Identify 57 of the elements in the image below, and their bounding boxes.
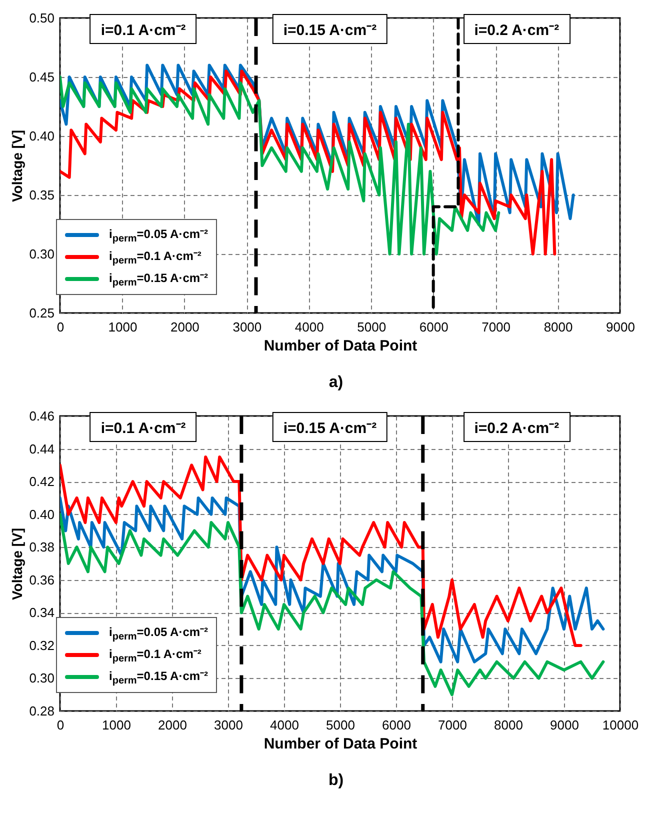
legend-label: i$_{perm}$=0.1 A·cm⁻² [109,646,202,665]
x-tick-label: 8000 [494,718,523,732]
y-tick-label: 0.35 [29,188,54,202]
x-tick-label: 4000 [270,718,299,732]
y-axis-title: Voltage [V] [9,528,26,600]
x-tick-label: 7000 [482,320,511,334]
y-tick-label: 0.44 [29,441,54,456]
x-tick-label: 7000 [438,718,467,732]
y-tick-label: 0.46 [29,408,54,424]
y-tick-label: 0.25 [29,306,54,320]
x-tick-label: 3000 [214,718,243,732]
x-tick-label: 0 [56,718,64,732]
x-tick-label: 9000 [606,320,635,334]
x-tick-label: 3000 [232,320,262,334]
annotation: i=0.2 A·cm⁻² [463,412,570,442]
annotation: i=0.15 A·cm⁻² [272,412,388,442]
annotation: i=0.1 A·cm⁻² [90,412,197,442]
y-tick-label: 0.30 [29,246,54,262]
x-axis-title: Number of Data Point [264,338,418,354]
line-series [60,455,582,647]
x-tick-label: 5000 [357,320,386,334]
annotation: i=0.15 A·cm⁻² [272,14,388,44]
x-tick-label: 1000 [108,320,138,334]
y-tick-label: 0.28 [29,704,54,718]
legend-label: i$_{perm}$=0.15 A·cm⁻² [109,668,208,687]
line-series [60,512,605,696]
y-tick-label: 0.38 [29,540,54,555]
annotation: i=0.2 A·cm⁻² [463,14,570,44]
legend-label: i$_{perm}$=0.15 A·cm⁻² [109,270,208,289]
legend-label: i$_{perm}$=0.05 A·cm⁻² [109,624,208,643]
y-tick-label: 0.40 [29,506,54,522]
x-tick-label: 1000 [102,718,131,732]
x-axis-title: Number of Data Point [264,736,418,752]
y-tick-label: 0.45 [29,70,54,84]
legend-label: i$_{perm}$=0.1 A·cm⁻² [109,248,202,267]
y-tick-label: 0.36 [29,572,54,588]
x-tick-label: 5000 [326,718,355,732]
y-axis-title: Voltage [V] [9,130,26,202]
x-tick-label: 2000 [158,718,187,732]
x-tick-label: 6000 [382,718,411,732]
y-tick-label: 0.40 [29,128,54,144]
y-tick-label: 0.34 [29,605,54,620]
annotation: i=0.1 A·cm⁻² [90,14,197,44]
x-tick-label: 0 [56,320,64,334]
y-tick-label: 0.42 [29,474,54,490]
y-tick-label: 0.50 [29,10,54,26]
x-tick-label: 4000 [294,320,324,334]
text: b) [327,772,345,791]
x-tick-label: 10000 [602,718,639,732]
x-tick-label: 9000 [550,718,579,732]
x-tick-label: 8000 [544,320,573,334]
y-tick-label: 0.32 [29,638,54,653]
text: a) [328,374,344,393]
x-tick-label: 2000 [170,320,200,334]
x-tick-label: 6000 [419,320,448,334]
y-tick-label: 0.30 [29,670,54,686]
legend-label: i$_{perm}$=0.05 A·cm⁻² [109,226,208,245]
